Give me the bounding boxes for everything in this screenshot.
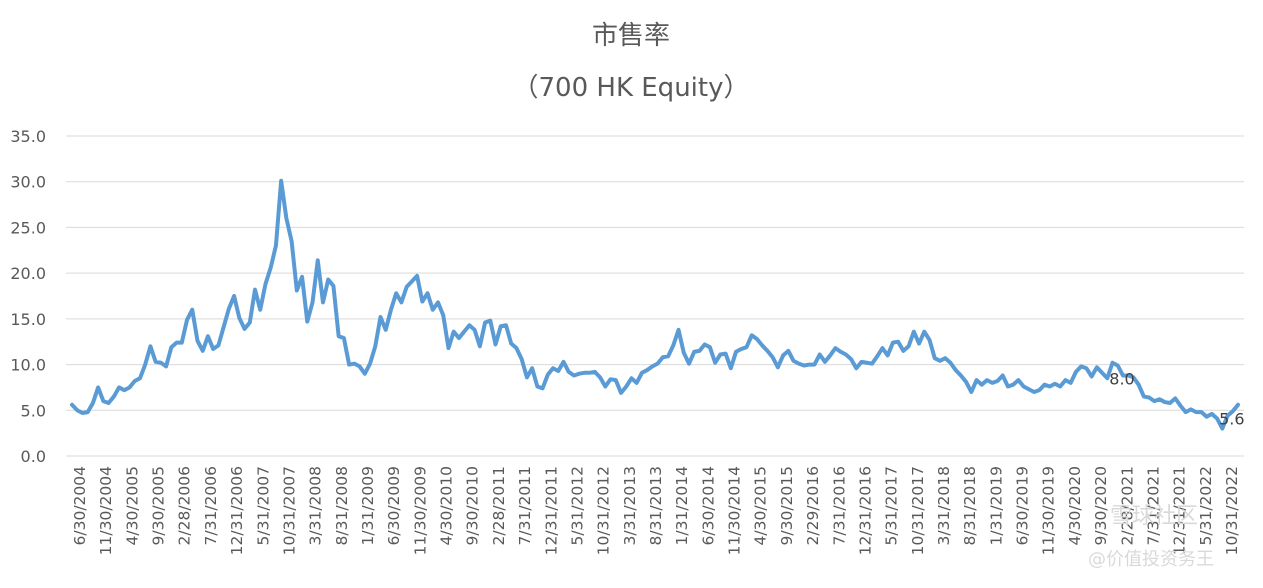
- x-tick-label: 4/30/2010: [438, 466, 456, 545]
- series-line: [70, 178, 1240, 431]
- watermark-line2: @价值投资务王: [1088, 549, 1214, 570]
- data-label: 8.0: [1109, 369, 1134, 388]
- x-tick-label: 11/30/2004: [97, 466, 115, 555]
- x-tick-label: 4/30/2020: [1066, 466, 1084, 545]
- x-tick-label: 12/31/2006: [228, 466, 246, 555]
- x-tick-label: 3/31/2013: [621, 466, 639, 545]
- x-tick-label: 5/31/2017: [883, 466, 901, 545]
- x-axis-ticks: 6/30/2004 11/30/2004 4/30/2005 9/30/2005 2/2…: [71, 466, 1241, 555]
- x-tick-label: 3/31/2018: [935, 466, 953, 545]
- x-tick-label: 6/30/2009: [385, 466, 403, 545]
- data-labels: 8.0 5.6: [1109, 369, 1244, 428]
- x-tick-label: 9/30/2010: [464, 466, 482, 545]
- x-tick-label: 2/29/2016: [804, 466, 822, 545]
- x-tick-label: 10/31/2007: [280, 466, 298, 555]
- x-tick-label: 1/31/2019: [987, 466, 1005, 545]
- x-tick-label: 1/31/2014: [673, 466, 691, 545]
- chart-title: 市售率: [592, 21, 670, 51]
- watermark-line1: 雪球社区: [1110, 504, 1198, 529]
- x-tick-label: 5/31/2022: [1197, 466, 1215, 545]
- y-tick-label: 35.0: [10, 127, 46, 146]
- y-tick-label: 25.0: [10, 218, 46, 237]
- x-tick-label: 9/30/2015: [778, 466, 796, 545]
- x-tick-label: 2/28/2021: [1118, 466, 1136, 545]
- x-tick-label: 11/30/2014: [726, 466, 744, 555]
- x-tick-label: 5/31/2012: [568, 466, 586, 545]
- x-tick-label: 7/31/2006: [202, 466, 220, 545]
- y-tick-label: 5.0: [21, 401, 46, 420]
- y-axis-ticks: 0.0 5.0 10.0 15.0 20.0 25.0 30.0 35.0: [10, 127, 46, 466]
- x-tick-label: 7/31/2021: [1144, 466, 1162, 545]
- x-tick-label: 7/31/2011: [516, 466, 534, 545]
- data-label: 5.6: [1219, 410, 1244, 429]
- x-tick-label: 2/28/2011: [490, 466, 508, 545]
- y-tick-label: 10.0: [10, 356, 46, 375]
- x-tick-label: 6/30/2014: [699, 466, 717, 545]
- x-tick-label: 10/31/2012: [595, 466, 613, 555]
- x-tick-label: 5/31/2007: [254, 466, 272, 545]
- x-tick-label: 6/30/2019: [1014, 466, 1032, 545]
- y-tick-label: 15.0: [10, 310, 46, 329]
- x-tick-label: 1/31/2009: [359, 466, 377, 545]
- x-tick-label: 12/31/2011: [542, 466, 560, 555]
- y-tick-label: 30.0: [10, 173, 46, 192]
- series-layer: [70, 178, 1240, 431]
- gridlines: [66, 135, 1244, 457]
- y-tick-label: 0.0: [21, 447, 46, 466]
- x-tick-label: 4/30/2015: [752, 466, 770, 545]
- x-tick-label: 8/31/2018: [961, 466, 979, 545]
- x-tick-label: 9/30/2020: [1092, 466, 1110, 545]
- x-tick-label: 11/30/2019: [1040, 466, 1058, 555]
- y-tick-label: 20.0: [10, 264, 46, 283]
- x-tick-label: 11/30/2009: [411, 466, 429, 555]
- x-tick-label: 2/28/2006: [176, 466, 194, 545]
- x-tick-label: 7/31/2016: [830, 466, 848, 545]
- x-tick-label: 9/30/2005: [150, 466, 168, 545]
- x-tick-label: 3/31/2008: [307, 466, 325, 545]
- x-tick-label: 10/31/2017: [909, 466, 927, 555]
- x-tick-label: 8/31/2013: [647, 466, 665, 545]
- x-tick-label: 12/31/2016: [856, 466, 874, 555]
- x-tick-label: 8/31/2008: [333, 466, 351, 545]
- chart-subtitle: （700 HK Equity）: [513, 73, 750, 103]
- x-tick-label: 12/31/2021: [1171, 466, 1189, 555]
- x-tick-label: 10/31/2022: [1223, 466, 1241, 555]
- x-tick-label: 6/30/2004: [71, 466, 89, 545]
- x-tick-label: 4/30/2005: [123, 466, 141, 545]
- watermark: 雪球社区 @价值投资务王: [1088, 504, 1214, 570]
